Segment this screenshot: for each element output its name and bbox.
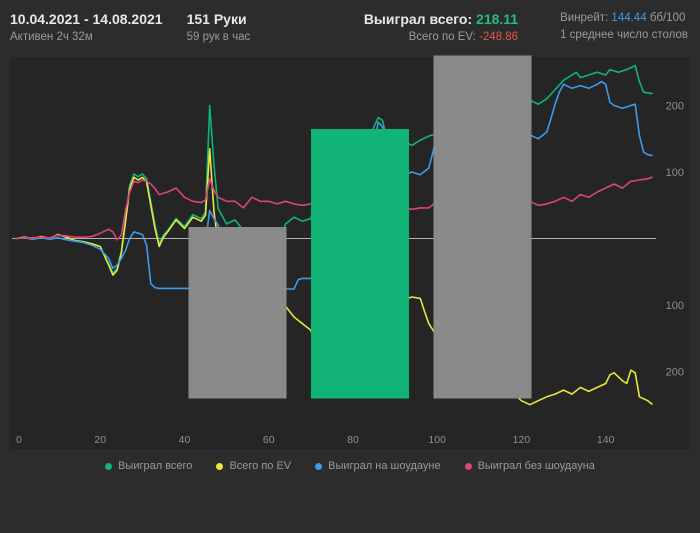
- date-range: 10.04.2021 - 14.08.2021: [10, 11, 163, 27]
- ev-total-row: Всего по EV: -248.86: [364, 30, 519, 45]
- x-tick-label: 40: [179, 434, 191, 446]
- hand2note-logo-icon: [188, 55, 532, 399]
- x-tick-label: 100: [428, 434, 446, 446]
- x-tick-label: 120: [513, 434, 531, 446]
- x-tick-label: 0: [16, 434, 22, 446]
- x-tick-label: 80: [347, 434, 359, 446]
- winrate-unit: бб/100: [649, 12, 686, 24]
- won-total-row: Выиграл всего: 218.11: [364, 11, 518, 28]
- legend-label: Всего по EV: [229, 460, 292, 472]
- legend-dot: [216, 462, 224, 470]
- legend-dot: [315, 462, 323, 470]
- avg-tables: 1 среднее число столов: [560, 29, 688, 41]
- series-line-4: [15, 176, 653, 241]
- won-total-value: 218.11: [476, 11, 519, 27]
- y-tick-label: 100: [666, 167, 684, 179]
- hand2note-logo: HAND2NOTE.COM: [20, 31, 700, 423]
- winrate-label: Винрейт:: [560, 12, 609, 24]
- legend-item-2[interactable]: Всего по EV: [216, 460, 291, 472]
- legend-label: Выиграл на шоудауне: [328, 460, 441, 472]
- legend-dot: [464, 462, 472, 470]
- hands-count: 151 Руки: [186, 11, 247, 27]
- legend-label: Выиграл всего: [118, 460, 193, 472]
- stats-header: 10.04.2021 - 14.08.2021 Активен 2ч 32м 1…: [0, 0, 700, 45]
- legend-label: Выиграл без шоудауна: [477, 460, 595, 472]
- y-tick-label: 200: [666, 366, 684, 378]
- active-time: Активен 2ч 32м: [10, 31, 93, 43]
- x-tick-label: 20: [94, 434, 106, 446]
- ev-total-value: -248.86: [479, 31, 519, 43]
- won-total-label: Выиграл всего:: [363, 11, 473, 27]
- won-block: Выиграл всего: 218.11 Всего по EV: -248.…: [364, 11, 518, 45]
- legend-dot: [105, 462, 113, 470]
- winrate-value: 144.44: [611, 12, 647, 24]
- ev-total-label: Всего по EV:: [408, 31, 476, 43]
- winrate-row: Винрейт: 144.44 бб/100: [560, 11, 688, 26]
- winrate-block: Винрейт: 144.44 бб/100 1 среднее число с…: [560, 11, 688, 43]
- chart-legend: Выиграл всего Всего по EV Выиграл на шоуда…: [0, 460, 700, 472]
- x-tick-label: 140: [597, 434, 615, 446]
- legend-item-4[interactable]: Выиграл без шоудауна: [464, 460, 595, 472]
- y-tick-label: 200: [666, 101, 684, 113]
- legend-item-1[interactable]: Выиграл всего: [105, 460, 192, 472]
- x-tick-label: 60: [263, 434, 275, 446]
- legend-item-3[interactable]: Выиграл на шоудауне: [315, 460, 441, 472]
- hands-per-hour: 59 рук в час: [186, 31, 251, 43]
- y-tick-label: 100: [666, 300, 684, 312]
- date-block: 10.04.2021 - 14.08.2021 Активен 2ч 32м: [10, 11, 163, 45]
- hands-block: 151 Руки 59 рук в час: [187, 11, 251, 45]
